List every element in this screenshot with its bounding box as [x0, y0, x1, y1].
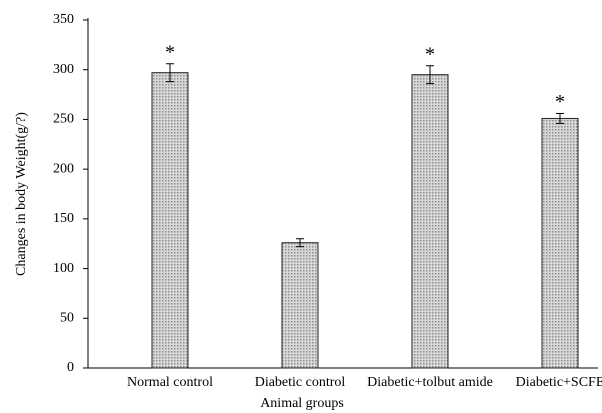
error-bar	[296, 238, 304, 248]
error-bar	[556, 112, 564, 124]
x-tick-label: Diabetic+tolbut amide	[367, 375, 493, 390]
y-tick-label: 350	[53, 12, 74, 27]
bar	[541, 117, 579, 369]
bar	[151, 72, 189, 369]
error-bar	[166, 63, 174, 83]
y-tick-label: 300	[53, 62, 74, 77]
y-tick-label: 200	[53, 161, 74, 176]
y-tick-label: 150	[53, 211, 74, 226]
y-tick-label: 50	[60, 311, 74, 326]
error-bar	[426, 65, 434, 85]
y-tick-label: 100	[53, 261, 74, 276]
y-tick-label: 0	[67, 360, 74, 375]
significance-mark: *	[425, 43, 435, 65]
x-tick-label: Diabetic+SCFE	[516, 375, 602, 390]
significance-mark: *	[555, 91, 565, 113]
bar	[411, 74, 449, 369]
y-axis-label: Changes in body Weight(g/?)	[14, 112, 29, 276]
significance-mark: *	[165, 41, 175, 63]
bar	[281, 242, 319, 369]
y-tick-label: 250	[53, 112, 74, 127]
x-tick-label: Diabetic control	[255, 375, 346, 390]
x-tick-label: Normal control	[127, 375, 213, 390]
x-axis-label: Animal groups	[260, 396, 344, 411]
